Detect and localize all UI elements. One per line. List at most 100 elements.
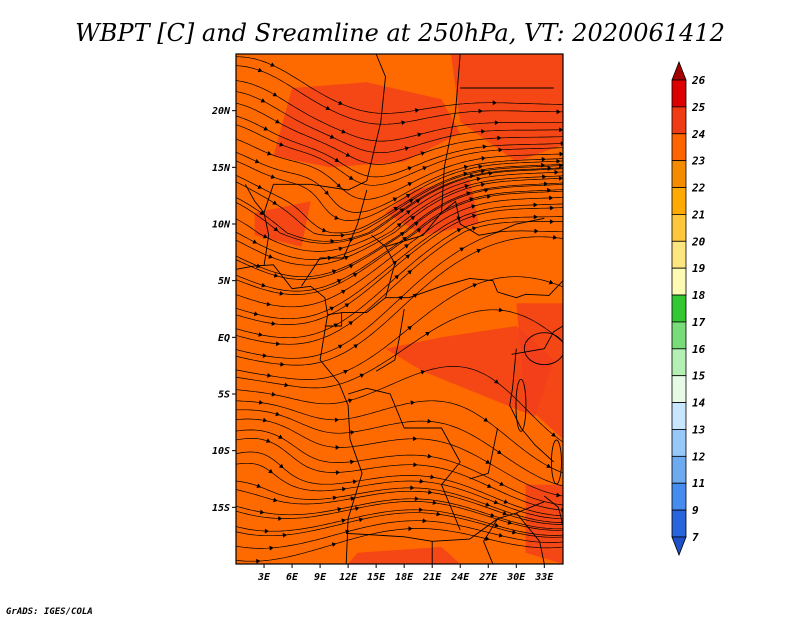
streamline-arrow: [267, 372, 272, 378]
streamline-arrow: [420, 151, 426, 156]
streamline-41: [236, 501, 563, 531]
streamline-arrow: [321, 227, 327, 233]
lon-tick-label: 33E: [534, 572, 554, 583]
streamline-18: [236, 183, 563, 280]
streamline-arrow: [350, 429, 355, 435]
streamline-arrow: [471, 226, 477, 232]
streamline-arrow: [334, 157, 340, 162]
streamline-26: [236, 230, 563, 359]
streamline-arrow: [417, 132, 423, 138]
streamline-arrow: [549, 195, 554, 201]
colorbar-swatch: [671, 429, 687, 457]
streamline-arrow: [329, 306, 335, 312]
streamline-arrow: [410, 400, 415, 406]
streamline-arrow: [279, 290, 284, 296]
streamline-arrow: [407, 166, 413, 171]
streamline-arrow: [407, 326, 412, 331]
streamline-arrow: [427, 418, 432, 424]
colorbar-label: 18: [692, 289, 706, 302]
streamline-12: [236, 167, 563, 242]
streamline-arrow: [272, 91, 278, 97]
streamline-arrow: [343, 255, 349, 261]
streamline-17: [236, 182, 563, 278]
streamline-8: [236, 151, 563, 213]
streamline-arrow: [279, 141, 284, 147]
streamline-arrow: [252, 239, 258, 244]
streamline-arrow: [396, 223, 402, 228]
streamline-arrow: [559, 151, 563, 157]
latitude-axis: 20N 15N 10N 5N EQ 5S 10S 15S: [211, 106, 236, 514]
streamline-arrow: [478, 108, 483, 114]
colorbar-swatch: [671, 214, 687, 242]
streamline-arrow: [338, 100, 343, 106]
streamline-arrow: [407, 270, 412, 275]
streamline-arrow: [413, 221, 419, 227]
streamline-arrow: [403, 244, 409, 249]
streamline-arrow: [256, 558, 261, 564]
streamline-24: [236, 216, 563, 339]
lon-tick-label: 12E: [339, 572, 358, 583]
streamline-arrow: [338, 246, 344, 252]
streamline-arrow: [480, 168, 486, 174]
lon-tick-label: 15E: [367, 572, 386, 583]
streamline-arrow: [393, 206, 399, 212]
streamline-arrow: [405, 254, 410, 260]
streamline-arrow: [348, 398, 353, 404]
streamline-arrow: [348, 264, 354, 269]
streamline-arrow: [481, 128, 486, 134]
map-panel: 20N 15N 10N 5N EQ 5S 10S 15S 3E 6E 9E 12E 15E 18E 21E…: [211, 53, 564, 583]
streamline-2: [236, 80, 563, 142]
colorbar-swatch: [671, 133, 687, 162]
streamline-arrow: [493, 499, 499, 505]
streamline-arrow: [255, 263, 261, 269]
colorbar-label: 13: [692, 423, 706, 436]
streamline-arrow: [493, 379, 499, 384]
streamline-arrow: [427, 453, 432, 459]
streamline-arrow: [358, 517, 364, 523]
streamline-arrow: [556, 109, 561, 115]
streamline-3: [236, 91, 563, 154]
streamline-arrow: [425, 331, 430, 337]
streamline-arrow: [494, 522, 500, 528]
streamline-27: [236, 236, 563, 366]
streamline-arrow: [336, 183, 341, 188]
colorbar-bottom-arrow: [671, 536, 687, 557]
streamline-arrow: [331, 269, 337, 275]
streamline-arrow: [556, 492, 561, 498]
lat-tick-label: 5N: [218, 276, 231, 287]
colorbar-label: 17: [692, 316, 706, 329]
streamline-arrow: [331, 542, 337, 548]
streamline-arrow: [341, 486, 347, 492]
warm-region-5: [525, 484, 563, 564]
streamline-16: [236, 177, 563, 266]
lat-tick-label: EQ: [218, 333, 230, 344]
streamline-arrow: [414, 496, 419, 502]
streamline-arrow: [330, 238, 335, 244]
streamline-arrow: [278, 516, 283, 522]
streamline-arrow: [498, 532, 504, 538]
colorbar-label: 23: [691, 155, 706, 168]
streamline-arrow: [413, 462, 418, 468]
streamline-23: [236, 207, 563, 325]
streamline-30: [236, 366, 563, 443]
streamline-arrow: [268, 253, 273, 259]
country-borders: [236, 54, 563, 564]
colorbar-swatch: [671, 455, 687, 484]
streamline-arrow: [348, 175, 354, 180]
streamline-arrow: [414, 107, 420, 113]
streamline-arrow: [335, 470, 341, 476]
streamline-arrow: [416, 228, 422, 233]
streamline-arrow: [507, 520, 513, 525]
colorbar-label: 22: [691, 182, 706, 195]
streamline-arrow: [494, 120, 499, 126]
streamline-arrow: [257, 67, 263, 73]
streamline-42: [236, 509, 563, 536]
streamline-arrow: [262, 233, 268, 239]
streamline-arrow: [412, 436, 418, 442]
streamline-arrow: [256, 483, 262, 489]
border-20: [483, 518, 498, 564]
streamline-arrow: [485, 536, 490, 541]
streamline-arrow: [533, 214, 538, 220]
streamline-arrow: [278, 463, 284, 469]
streamline-arrow: [558, 175, 563, 181]
